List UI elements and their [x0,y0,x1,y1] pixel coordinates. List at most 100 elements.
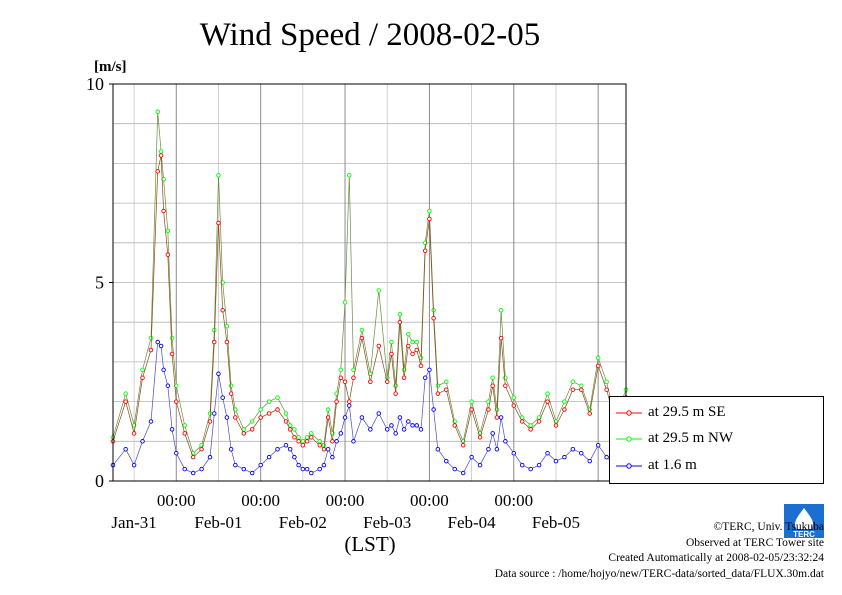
data-point [165,228,171,234]
data-point [435,383,441,388]
data-point [207,454,213,460]
data-point [330,439,335,444]
data-point [287,446,293,452]
data-point [397,415,403,420]
x-time-tick-label: 00:00 [326,491,365,510]
data-point [304,439,310,444]
data-point [359,415,365,420]
data-point [389,339,394,345]
data-point [351,375,356,381]
data-point [519,462,525,468]
data-point [304,466,310,472]
data-point [397,319,403,325]
data-point [334,399,339,404]
data-point [414,339,420,345]
data-point [562,454,567,460]
data-point [309,435,314,440]
data-point [486,399,491,404]
data-point [292,454,297,460]
data-point [241,466,247,472]
data-point [347,399,352,404]
data-point [435,446,441,452]
data-point [401,375,407,381]
data-point [207,419,213,424]
series-line-0 [112,155,627,458]
legend-label-nw: at 29.5 m NW [648,430,733,446]
data-point [393,431,398,436]
data-point [376,411,382,416]
legend-marker-nw-icon [616,436,642,442]
data-point [249,427,255,432]
legend: at 29.5 m SE at 29.5 m NW at 1.6 m [609,396,824,484]
data-point [414,347,420,353]
data-point [490,431,495,436]
x-date-label: Feb-05 [532,513,580,532]
data-point [376,288,382,293]
data-point [498,308,504,313]
x-time-tick-label: 00:00 [157,491,196,510]
data-point [300,443,306,448]
data-point [224,323,230,329]
data-point [174,399,179,404]
data-point [228,446,234,452]
data-point [486,446,491,452]
data-point [123,399,128,404]
data-point [469,454,474,460]
data-point [460,443,466,448]
data-point [292,435,297,440]
data-point [148,335,154,341]
data-point [545,391,550,396]
source-text: Data source : /home/hojyo/new/TERC-data/… [494,567,824,580]
data-point [220,308,225,313]
data-point [460,470,466,476]
data-point [368,427,373,432]
data-point [317,466,322,472]
data-point [410,339,415,345]
data-point [503,375,508,381]
created-text: Created Automatically at 2008-02-05/23:3… [608,552,824,564]
data-point [258,415,263,420]
data-point [158,343,164,349]
series-line-2 [112,341,627,474]
data-point [224,415,230,420]
data-point [351,439,356,444]
data-point [359,335,365,341]
data-point [275,395,280,400]
data-point [406,419,411,424]
data-point [211,411,217,416]
data-point [216,173,221,178]
data-point [140,439,145,444]
data-point [389,351,394,357]
data-point [325,415,331,420]
data-point [199,466,204,472]
data-point [258,462,263,468]
data-point [595,355,601,361]
data-point [604,379,609,385]
data-point [444,379,449,385]
credits: ©TERC, Univ. Tsukuba Observed at TERC To… [495,520,824,582]
data-point [604,387,609,392]
data-point [494,415,500,420]
data-point [148,419,154,424]
data-point [486,407,491,412]
data-point [503,439,508,444]
data-point [296,439,301,444]
data-point [595,363,601,369]
data-point [182,423,187,428]
data-point [283,419,289,424]
data-point [511,403,517,408]
data-point [283,443,289,448]
data-point [587,411,592,416]
site-text: Observed at TERC Tower site [685,536,824,549]
data-point [393,391,398,396]
data-point [321,446,327,452]
data-point [545,450,550,456]
x-time-tick-label: 00:00 [494,491,533,510]
data-point [338,431,344,436]
data-point [258,407,263,412]
data-point [410,423,415,428]
legend-item-se: at 29.5 m SE [610,403,823,423]
data-point [406,343,411,349]
data-point [158,153,164,158]
